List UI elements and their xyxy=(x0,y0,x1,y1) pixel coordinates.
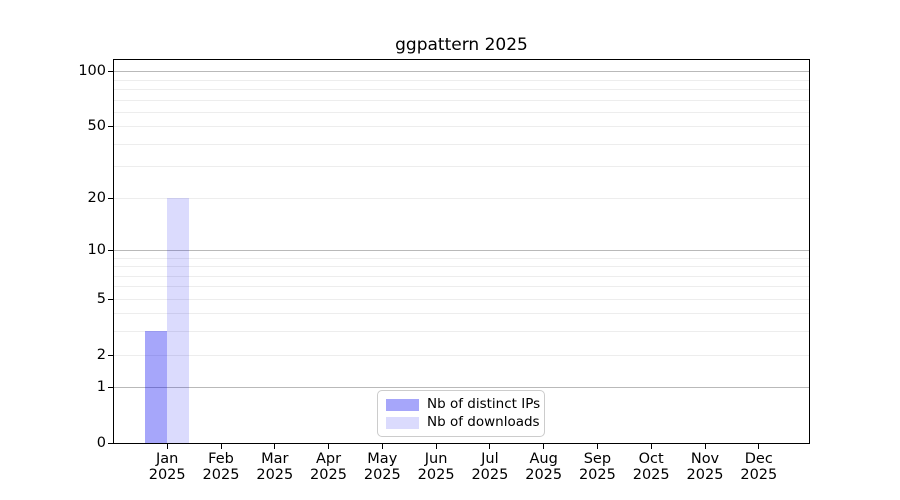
gridline-minor-3 xyxy=(114,331,809,333)
y-tick-label-5: 5 xyxy=(96,290,106,307)
x-tick-label-aug: Aug 2025 xyxy=(504,451,584,483)
x-tick-nov xyxy=(704,444,706,449)
y-tick-20 xyxy=(108,197,113,199)
x-tick-year-dec: 2025 xyxy=(740,466,778,483)
y-tick-1 xyxy=(108,387,113,389)
x-tick-year-sep: 2025 xyxy=(578,466,616,483)
x-tick-label-sep: Sep 2025 xyxy=(557,451,637,483)
y-tick-2 xyxy=(108,354,113,356)
x-tick-label-apr: Apr 2025 xyxy=(289,451,369,483)
y-tick-label-10: 10 xyxy=(87,241,106,258)
x-tick-label-may: May 2025 xyxy=(342,451,422,483)
y-tick-label-20: 20 xyxy=(87,189,106,206)
x-tick-apr xyxy=(328,444,329,449)
legend-item-downloads: Nb of downloads xyxy=(386,415,540,430)
legend-swatch-downloads xyxy=(386,416,419,429)
y-tick-50 xyxy=(108,126,113,128)
gridline-minor-40 xyxy=(114,143,809,145)
x-tick-year-feb: 2025 xyxy=(202,466,240,483)
x-tick-jul xyxy=(489,444,491,449)
x-tick-year-nov: 2025 xyxy=(686,466,724,483)
y-tick-label-0: 0 xyxy=(96,435,106,451)
bars-layer xyxy=(114,60,809,443)
x-tick-month-dec: Dec xyxy=(744,451,773,467)
gridline-major-1 xyxy=(114,387,809,389)
x-tick-month-jan: Jan xyxy=(156,451,179,467)
x-tick-month-oct: Oct xyxy=(638,451,664,467)
gridline-minor-70 xyxy=(114,99,809,101)
x-tick-month-sep: Sep xyxy=(583,451,612,467)
gridline-major-50 xyxy=(114,126,809,128)
x-tick-label-jan: Jan 2025 xyxy=(127,451,207,483)
gridline-major-5 xyxy=(114,298,809,300)
bar-nb-of-downloads-jan-2025 xyxy=(167,197,190,443)
legend-item-distinct-ips: Nb of distinct IPs xyxy=(386,397,540,412)
x-tick-month-aug: Aug xyxy=(529,451,558,467)
gridline-minor-30 xyxy=(114,166,809,168)
x-tick-sep xyxy=(596,444,598,449)
x-tick-may xyxy=(381,444,383,449)
y-tick-label-2: 2 xyxy=(96,346,106,363)
x-tick-year-jul: 2025 xyxy=(471,466,509,483)
gridline-minor-90 xyxy=(114,79,809,81)
x-tick-year-apr: 2025 xyxy=(310,466,347,483)
y-tick-label-50: 50 xyxy=(87,118,106,135)
gridline-major-20 xyxy=(114,197,809,199)
legend: Nb of distinct IPs Nb of downloads xyxy=(377,390,545,437)
x-tick-oct xyxy=(650,444,652,449)
gridline-minor-8 xyxy=(114,266,809,267)
x-tick-year-mar: 2025 xyxy=(256,466,294,483)
legend-label-downloads: Nb of downloads xyxy=(427,414,540,430)
gridline-minor-6 xyxy=(114,286,809,288)
x-tick-year-may: 2025 xyxy=(363,466,401,483)
x-tick-month-mar: Mar xyxy=(261,451,289,467)
x-tick-year-jan: 2025 xyxy=(148,466,186,483)
x-tick-label-oct: Oct 2025 xyxy=(611,451,691,483)
y-tick-100 xyxy=(108,71,113,73)
y-tick-label-1: 1 xyxy=(96,379,106,396)
plot-area xyxy=(113,59,810,444)
legend-label-distinct-ips: Nb of distinct IPs xyxy=(427,396,541,412)
bar-nb-of-distinct-ips-jan-2025 xyxy=(145,331,168,443)
x-tick-mar xyxy=(274,444,276,449)
x-tick-jun xyxy=(435,444,437,449)
x-tick-aug xyxy=(543,444,545,449)
y-tick-label-100: 100 xyxy=(78,63,106,80)
x-tick-year-aug: 2025 xyxy=(525,466,563,483)
x-tick-label-dec: Dec 2025 xyxy=(719,451,799,483)
x-tick-feb xyxy=(220,444,222,449)
gridline-minor-4 xyxy=(114,313,809,315)
x-tick-label-feb: Feb 2025 xyxy=(181,451,261,483)
y-tick-5 xyxy=(108,298,113,300)
x-tick-month-apr: Apr xyxy=(315,451,342,467)
gridline-minor-9 xyxy=(114,257,809,259)
gridlines-layer xyxy=(114,60,809,443)
x-tick-month-may: May xyxy=(367,451,398,467)
x-tick-year-jun: 2025 xyxy=(417,466,455,483)
x-tick-month-jul: Jul xyxy=(481,451,499,467)
y-tick-10 xyxy=(108,249,113,251)
gridline-minor-80 xyxy=(114,88,809,90)
y-tick-0 xyxy=(108,443,113,444)
x-tick-month-nov: Nov xyxy=(690,451,720,467)
x-tick-month-feb: Feb xyxy=(208,451,234,467)
x-tick-label-mar: Mar 2025 xyxy=(235,451,315,483)
x-tick-label-jul: Jul 2025 xyxy=(450,451,530,483)
x-tick-label-jun: Jun 2025 xyxy=(396,451,476,483)
gridline-major-10 xyxy=(114,249,809,251)
gridline-minor-7 xyxy=(114,275,809,277)
x-tick-jan xyxy=(166,444,168,449)
gridline-minor-60 xyxy=(114,111,809,113)
x-tick-dec xyxy=(758,444,760,449)
gridline-major-2 xyxy=(114,354,809,356)
chart-title: ggpattern 2025 xyxy=(395,35,528,55)
x-tick-year-oct: 2025 xyxy=(632,466,670,483)
legend-swatch-distinct-ips xyxy=(386,398,419,411)
x-tick-month-jun: Jun xyxy=(424,451,448,467)
x-tick-label-nov: Nov 2025 xyxy=(665,451,745,483)
gridline-major-100 xyxy=(114,71,809,73)
